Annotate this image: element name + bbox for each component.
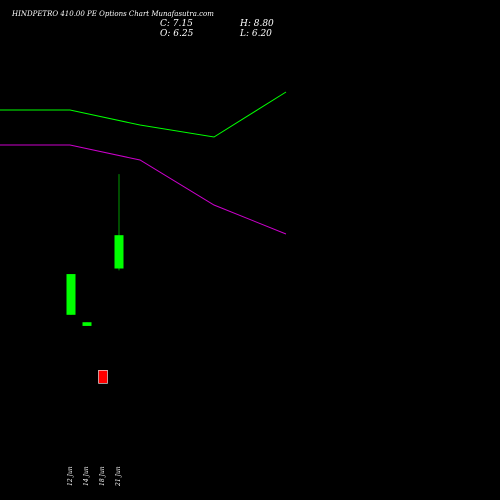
high-value: H: 8.80 [239, 19, 274, 29]
candle-body [98, 370, 108, 384]
upper-indicator-line [0, 91, 287, 138]
low-value: L: 6.20 [239, 29, 272, 39]
x-tick-label: 21 Jun [115, 466, 122, 487]
candles [66, 174, 124, 384]
indicator-lines [0, 91, 287, 235]
x-tick-label: 14 Jun [83, 466, 90, 486]
x-axis-ticks: 12 Jun 14 Jun 18 Jun 21 Jun [67, 466, 122, 487]
close-value: C: 7.15 [160, 19, 193, 29]
open-value: O: 6.25 [160, 29, 194, 39]
candle-body [66, 274, 76, 315]
x-tick-label: 18 Jun [99, 466, 106, 486]
chart-title: HINDPETRO 410.00 PE Options Chart Munafa… [11, 10, 214, 18]
candle-body [114, 235, 124, 269]
candle-body [82, 322, 92, 326]
lower-indicator-line [0, 144, 287, 235]
x-tick-label: 12 Jun [67, 466, 74, 486]
